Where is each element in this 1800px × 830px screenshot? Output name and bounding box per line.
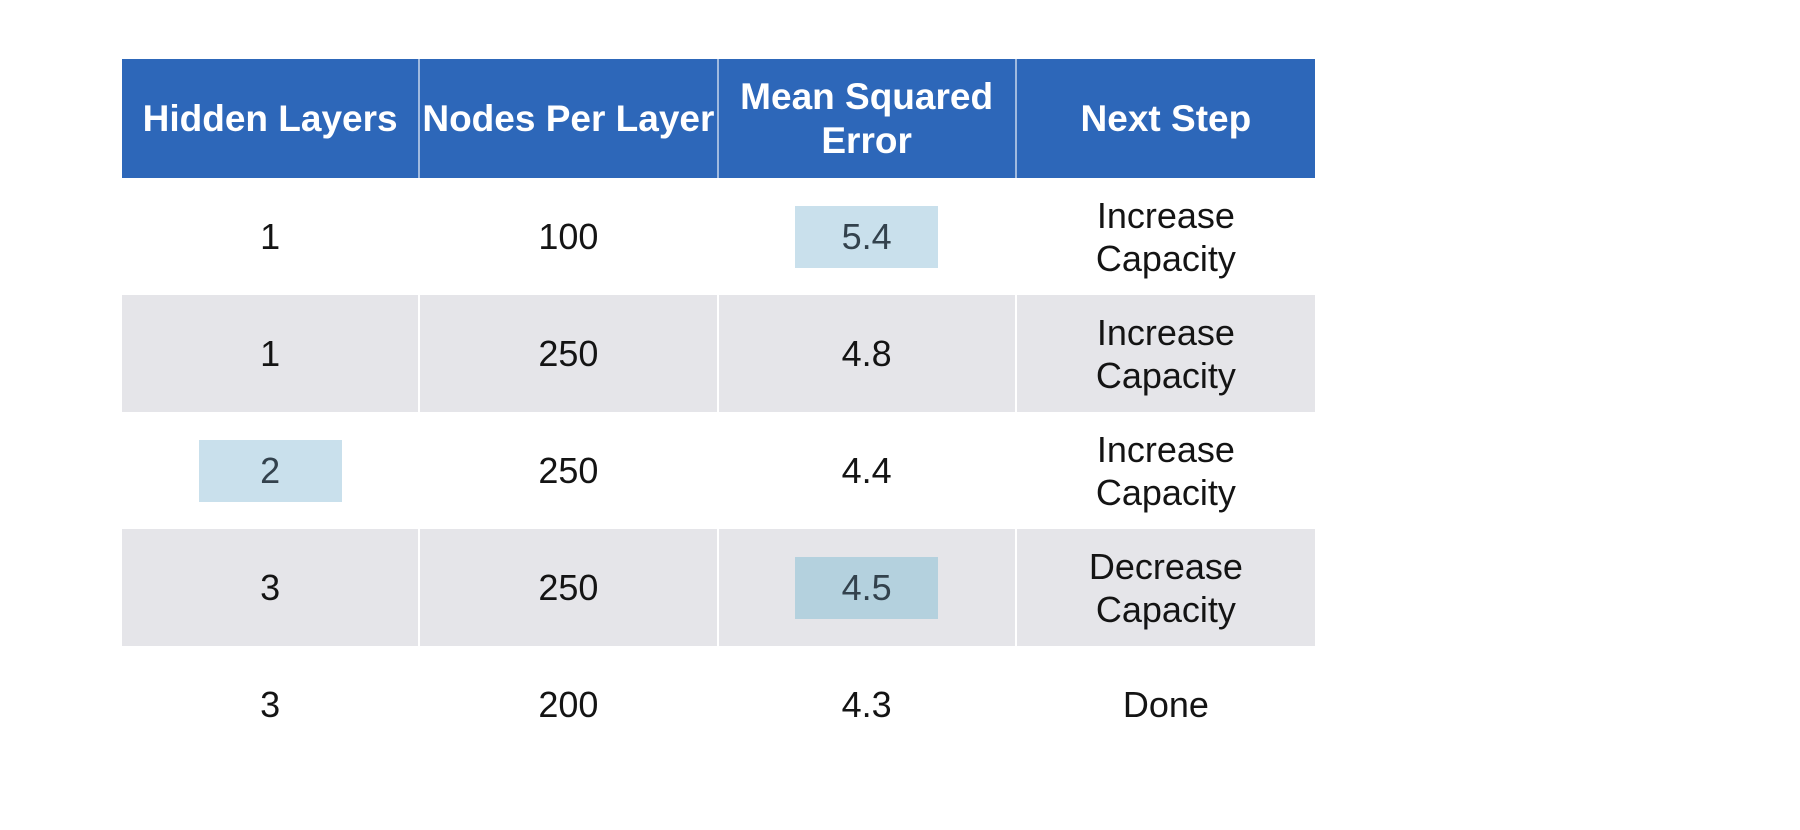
header-next-step: Next Step xyxy=(1080,97,1252,139)
table-row: 1 250 4.8 Increase Capacity xyxy=(122,295,1315,412)
hidden-layers-cell: 1 xyxy=(122,178,421,295)
header-nodes-per-layer: Nodes Per Layer xyxy=(420,59,719,178)
table-row: 3 250 4.5 Decrease Capacity xyxy=(122,529,1315,646)
mse-cell: 5.4 xyxy=(719,178,1017,295)
next-step-cell: Increase Capacity xyxy=(1095,194,1236,279)
hidden-layers-highlight: 2 xyxy=(198,439,342,502)
nodes-per-layer-cell: 200 xyxy=(420,646,719,763)
header-hidden-layers: Hidden Layers xyxy=(122,59,421,178)
nodes-per-layer-cell: 250 xyxy=(420,529,719,646)
next-step-cell: Done xyxy=(1122,684,1209,725)
table-row: 2 250 4.4 Increase Capacity xyxy=(122,412,1315,529)
mse-cell: 4.5 xyxy=(719,529,1017,646)
hidden-layers-cell: 2 xyxy=(122,412,421,529)
hidden-layers-cell: 3 xyxy=(122,529,421,646)
hidden-layers-cell: 3 xyxy=(122,646,421,763)
nodes-per-layer-cell: 100 xyxy=(420,178,719,295)
nodes-per-layer-cell: 250 xyxy=(420,295,719,412)
hidden-layers-cell: 1 xyxy=(122,295,421,412)
table-row: 3 200 4.3 Done xyxy=(122,646,1315,763)
mse-highlight: 5.4 xyxy=(795,205,939,268)
next-step-cell: Decrease Capacity xyxy=(1088,545,1243,630)
next-step-cell: Increase Capacity xyxy=(1095,311,1236,396)
next-step-cell: Increase Capacity xyxy=(1095,428,1236,513)
header-mean-squared-error: Mean Squared Error xyxy=(719,59,1017,178)
hyperparameter-tuning-table: Hidden Layers Nodes Per Layer Mean Squar… xyxy=(122,59,1315,763)
table-row: 1 100 5.4 Increase Capacity xyxy=(122,178,1315,295)
table-header-row: Hidden Layers Nodes Per Layer Mean Squar… xyxy=(122,59,1315,178)
mse-cell: 4.8 xyxy=(719,295,1017,412)
mse-highlight: 4.5 xyxy=(795,556,939,619)
mse-cell: 4.3 xyxy=(719,646,1017,763)
mse-cell: 4.4 xyxy=(719,412,1017,529)
nodes-per-layer-cell: 250 xyxy=(420,412,719,529)
